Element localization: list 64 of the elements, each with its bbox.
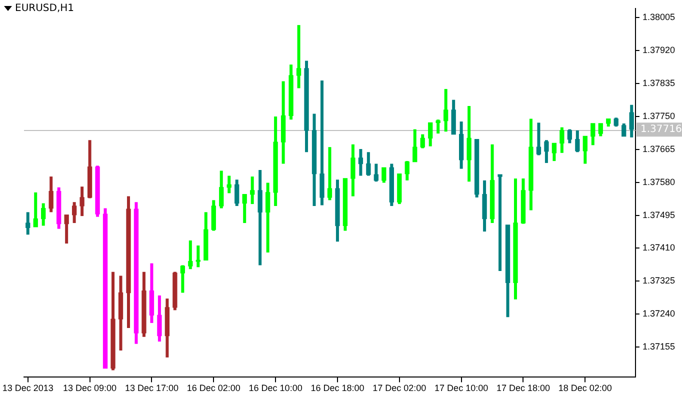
x-tick-label: 17 Dec 02:00: [372, 383, 426, 394]
candlestick: [242, 194, 247, 224]
candlestick: [582, 136, 588, 164]
x-tick-label: 16 Dec 10:00: [248, 383, 302, 394]
candlestick: [420, 134, 425, 148]
candlestick: [552, 142, 557, 162]
candlestick: [180, 265, 185, 293]
candlestick: [498, 174, 502, 272]
candlestick: [466, 106, 472, 182]
candlestick: [404, 161, 410, 180]
candlestick: [64, 214, 69, 244]
candlestick: [41, 203, 46, 226]
x-tick-label: 13 Dec 09:00: [63, 383, 117, 394]
y-tick-label: 1.37580: [642, 176, 676, 187]
candlestick: [567, 129, 572, 144]
candlestick: [350, 144, 356, 196]
candlestick: [598, 123, 603, 136]
y-tick-label: 1.37835: [642, 78, 676, 88]
y-tick-label: 1.37155: [642, 341, 676, 352]
x-tick-label: 18 Dec 02:00: [558, 383, 612, 394]
y-tick-label: 1.37665: [642, 144, 676, 154]
ref-line-label: 1.37716: [640, 124, 682, 136]
candlestick: [72, 202, 77, 224]
x-tick-label: 16 Dec 02:00: [186, 383, 240, 394]
candlestick: [219, 170, 224, 208]
x-tick-label: 13 Dec 2013: [2, 383, 54, 394]
y-tick-label: 1.37325: [642, 276, 676, 286]
y-tick-label: 1.38005: [642, 12, 676, 22]
candlestick: [536, 122, 542, 156]
candlestick: [234, 180, 240, 206]
y-tick-label: 1.37920: [642, 45, 676, 56]
candlestick: [412, 129, 418, 162]
candlestick: [33, 192, 38, 228]
candlestick: [327, 147, 332, 200]
y-tick-label: 1.37495: [642, 210, 676, 220]
candlestick: [428, 122, 433, 146]
y-tick-label: 1.37240: [642, 308, 676, 319]
x-tick-label: 17 Dec 10:00: [434, 383, 488, 394]
candlestick: [590, 123, 596, 146]
chart-title: EURUSD,H1: [15, 3, 74, 14]
x-tick-label: 16 Dec 18:00: [310, 383, 364, 394]
candlestick: [366, 152, 371, 176]
candlestick: [157, 295, 162, 342]
candlestick: [358, 149, 364, 176]
candlestick: [26, 212, 30, 235]
candlestick: [560, 127, 564, 153]
candlestick: [544, 140, 549, 163]
candlestick: [629, 104, 634, 138]
y-tick-label: 1.37750: [642, 110, 676, 121]
y-tick-label: 1.37410: [642, 242, 676, 253]
candlestick: [265, 182, 270, 252]
candlestick: [48, 176, 54, 212]
candlestick: [258, 170, 262, 266]
candlestick: [436, 120, 440, 134]
candlestick: [382, 167, 386, 183]
x-tick-label: 13 Dec 17:00: [124, 383, 178, 394]
candlestick: [80, 186, 84, 216]
candlestick: [575, 130, 580, 152]
candlestick: [296, 25, 302, 88]
candlestick: [188, 240, 193, 270]
candlestick: [444, 88, 448, 132]
candlestick: [250, 176, 255, 204]
x-tick-label: 17 Dec 18:00: [496, 383, 550, 394]
candlestick: [622, 123, 626, 137]
